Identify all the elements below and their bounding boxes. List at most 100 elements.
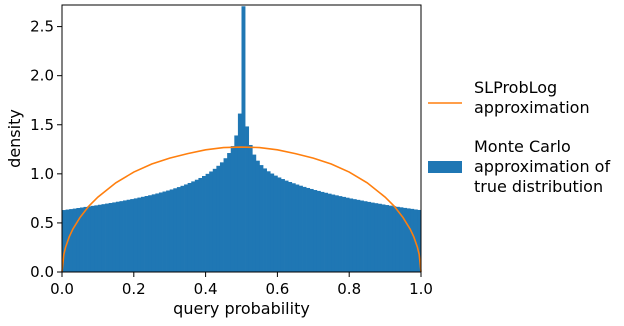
histogram-bar [79,207,84,272]
histogram-bar [356,199,361,272]
histogram-bar [306,187,311,272]
x-tick-label: 0.8 [337,280,361,298]
histogram-bar [248,144,253,272]
histogram-bars [62,6,422,273]
histogram-bar [316,190,321,272]
histogram-bar [126,199,131,272]
histogram-bar [298,185,303,272]
histogram-bar [180,185,185,272]
histogram-bar [176,187,181,272]
histogram-bar [406,208,411,272]
histogram-bar [212,168,217,272]
histogram-bar [273,175,278,272]
histogram-bar [140,196,145,272]
legend: SLProbLog approximation Monte Carlo approx… [428,78,610,196]
histogram-bar [377,203,382,272]
histogram-bar [194,179,199,272]
histogram-bar [385,205,390,272]
histogram-bar [349,198,354,272]
histogram-bar [302,186,307,272]
histogram-bar [363,201,368,272]
histogram-bar [370,202,375,272]
histogram-bar [295,184,300,272]
histogram-bar [284,180,289,272]
histogram-bar [359,200,364,272]
histogram-bar [83,206,88,272]
histogram-bar [291,183,296,272]
histogram-bar [108,202,113,272]
histogram-bar [219,162,224,272]
x-axis-ticks: 0.0 0.2 0.4 0.6 0.8 1.0 [50,272,433,298]
legend-label-monte-carlo: Monte Carlo approximation of true distribu… [474,137,610,196]
histogram-bar [166,190,171,272]
histogram-bar [133,198,138,272]
x-tick-label: 0.4 [194,280,218,298]
histogram-bar [280,179,285,272]
histogram-bar [313,190,318,272]
histogram-bar [331,194,336,272]
histogram-bar [112,202,117,272]
histogram-bar [69,209,74,272]
histogram-bar [252,154,257,272]
histogram-bar [320,191,325,272]
histogram-bar [263,168,267,272]
histogram-bar [202,176,206,272]
histogram-bar [151,194,156,272]
histogram-bar [162,191,167,272]
histogram-bar [158,192,163,272]
histogram-bar [62,210,66,272]
histogram-bar [270,173,275,272]
x-axis-label: query probability [173,299,310,318]
legend-bar-swatch [428,161,462,173]
x-tick-label: 0.6 [265,280,289,298]
histogram-bar [345,197,350,272]
histogram-bar [72,208,77,272]
y-axis-ticks: 0.0 0.5 1.0 1.5 2.0 2.5 [30,18,62,281]
histogram-bar [266,171,271,272]
histogram-bar [352,199,357,272]
histogram-bar [123,200,127,272]
histogram-bar [395,206,400,272]
y-axis-label: density [5,109,24,168]
x-tick-label: 0.2 [122,280,146,298]
histogram-bar [403,207,407,272]
histogram-bar [381,204,386,272]
x-tick-label: 0.0 [50,280,74,298]
histogram-bar [191,181,196,272]
legend-label-slproblog: SLProbLog approximation [474,78,590,117]
histogram-bar [392,206,397,272]
histogram-bar [338,196,343,272]
histogram-bar [324,192,329,272]
histogram-bar [327,193,332,272]
plot-frame [61,4,422,273]
histogram-bar [173,188,178,272]
histogram-bar [223,158,228,272]
histogram-bar [119,201,124,272]
y-tick-label: 0.5 [30,214,54,232]
histogram-bar [410,208,415,272]
histogram-bar [169,189,174,272]
histogram-bar [87,206,92,272]
y-tick-label: 2.5 [30,18,54,36]
histogram-bar [115,201,120,272]
histogram-bar [216,165,221,272]
histogram-bar [130,199,135,272]
y-tick-label: 1.0 [30,165,54,183]
y-tick-label: 2.0 [30,67,54,85]
histogram-bar [399,207,404,272]
histogram-bar [234,135,239,272]
histogram-bar [367,201,372,272]
histogram-bar [198,177,203,272]
x-tick-label: 1.0 [409,280,433,298]
histogram-bar [105,203,110,272]
histogram-bar [144,196,149,272]
histogram-bar [90,205,95,272]
histogram-bar [241,6,246,273]
histogram-bar [227,153,232,272]
histogram-bar [205,173,210,272]
histogram-bar [76,208,81,272]
histogram-bar [277,177,282,272]
histogram-bar [187,182,192,272]
histogram-bar [309,188,314,272]
